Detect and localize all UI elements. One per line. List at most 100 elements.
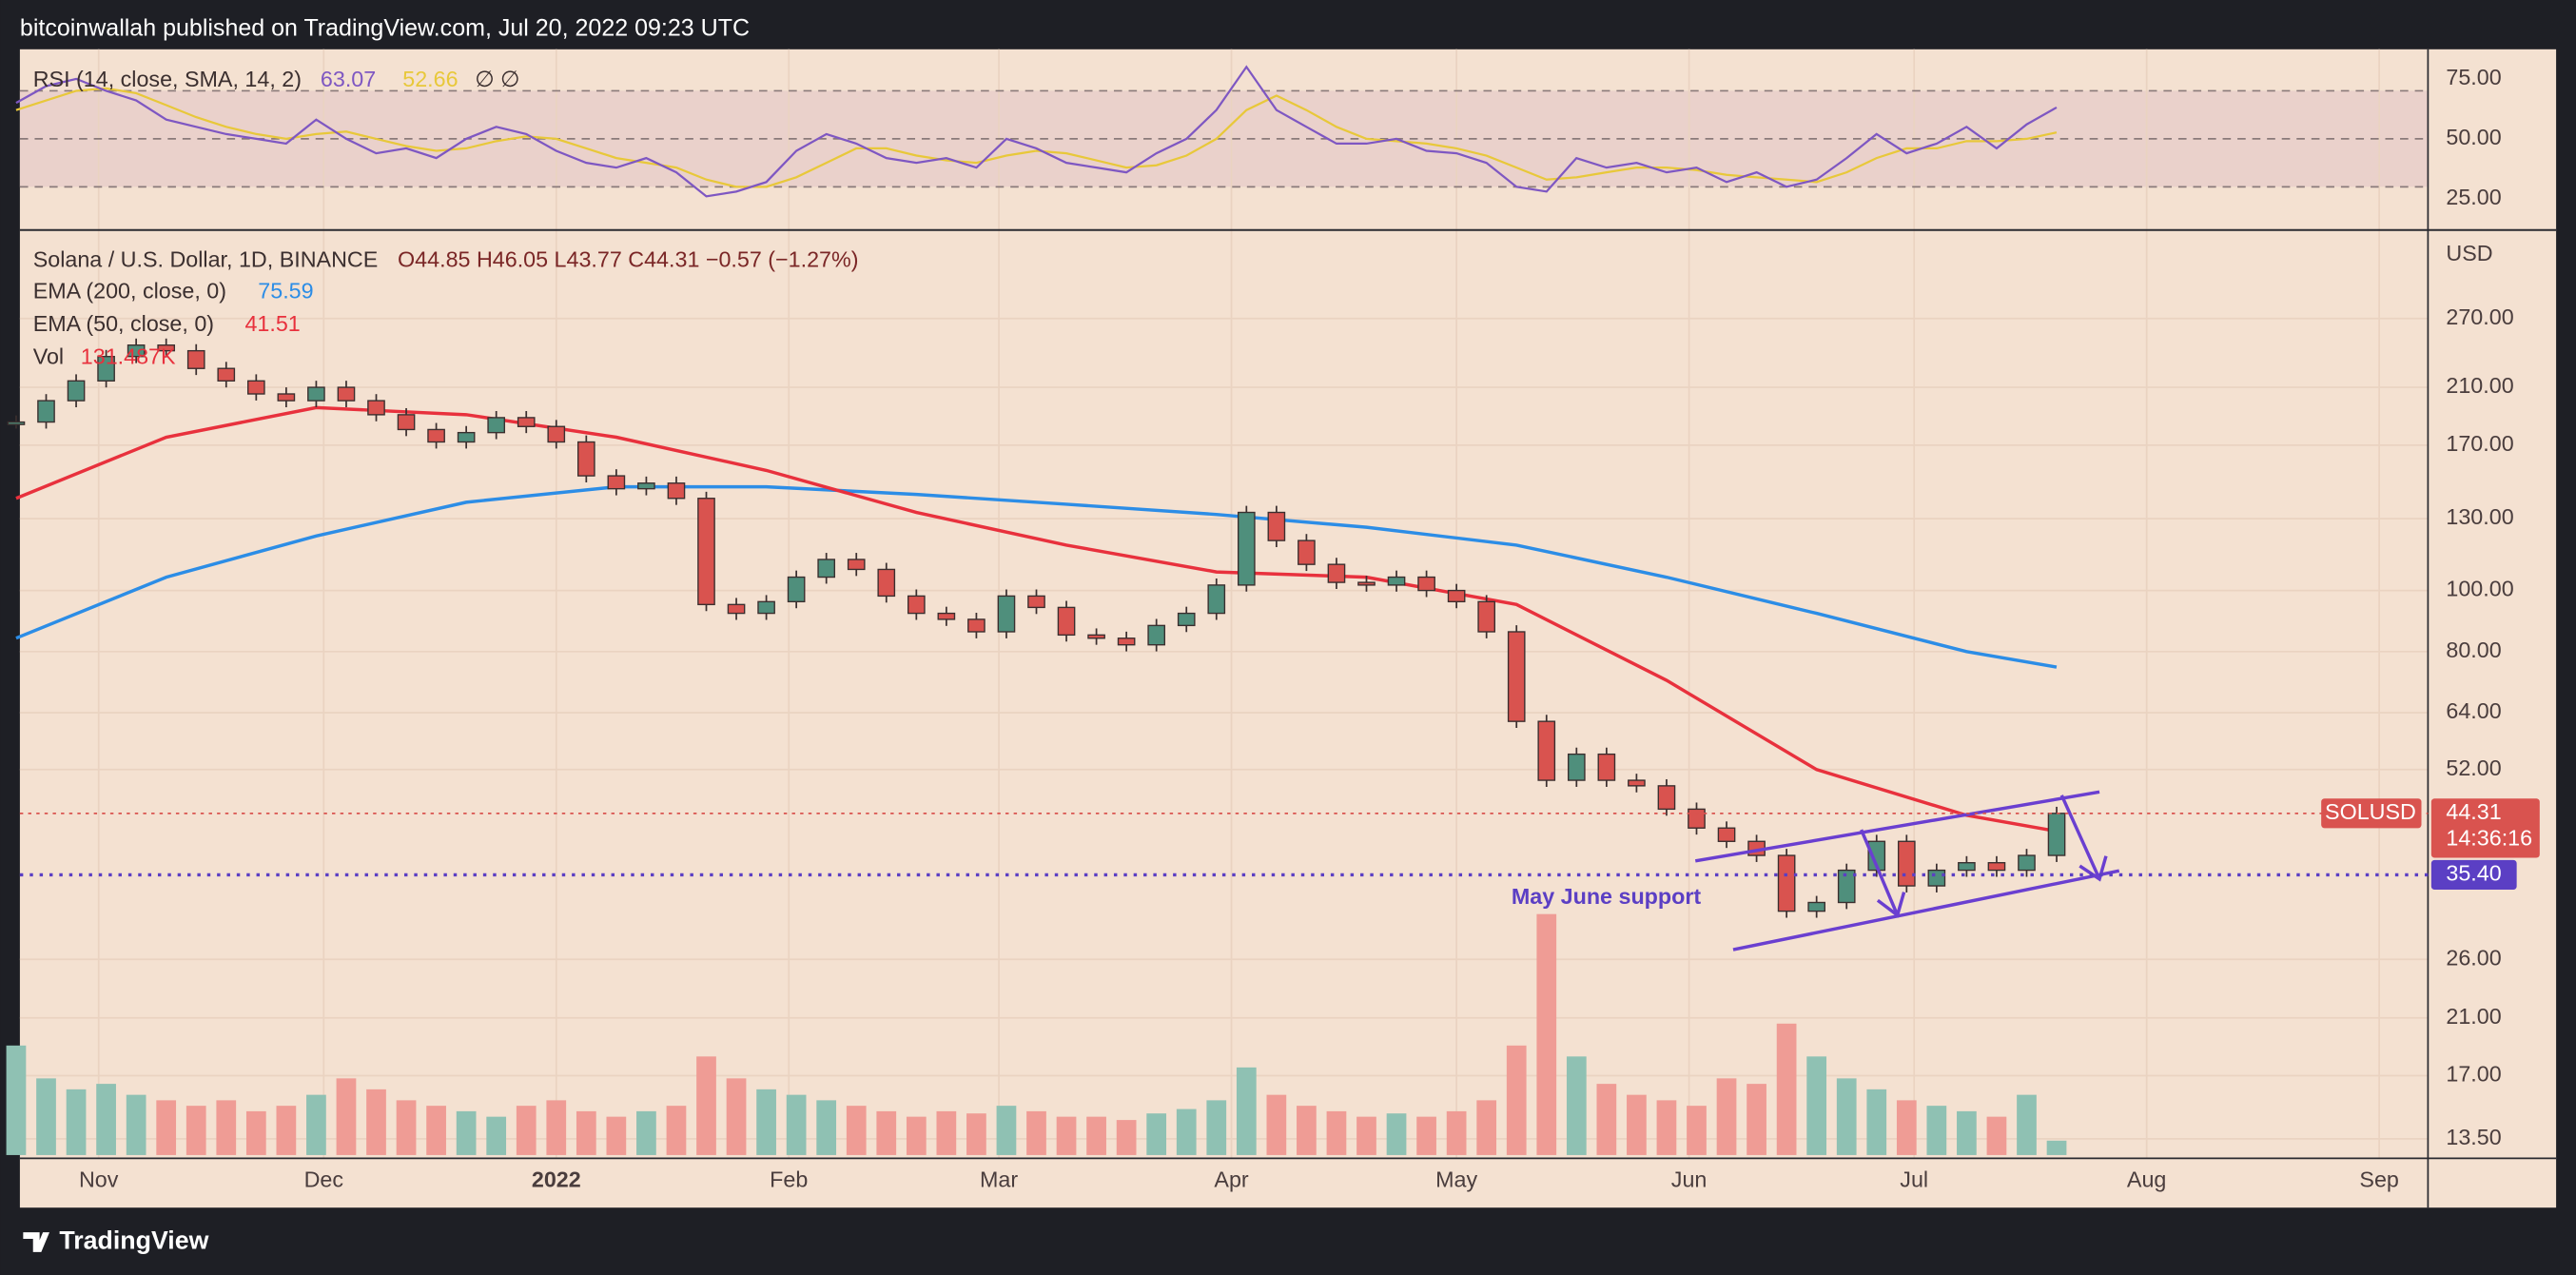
candle <box>1447 589 1466 603</box>
x-tick-label: May <box>1435 1167 1477 1192</box>
rsi-pane <box>15 65 2429 198</box>
volume-bar <box>486 1116 507 1155</box>
candle <box>847 559 866 571</box>
volume-bar <box>816 1100 837 1155</box>
volume-bar <box>185 1106 206 1155</box>
volume-bar <box>1926 1106 1947 1155</box>
candle <box>97 356 115 382</box>
candle <box>1177 612 1196 627</box>
channel-lower <box>1732 869 2120 951</box>
volume-bar <box>1806 1056 1827 1155</box>
volume-bar <box>336 1078 357 1155</box>
x-tick-label: Apr <box>1214 1167 1248 1192</box>
volume-bar <box>366 1089 386 1155</box>
candle <box>1897 840 1916 887</box>
volume-bar <box>606 1116 627 1155</box>
candle <box>307 386 325 402</box>
volume-bar <box>1986 1116 2007 1155</box>
candle <box>1298 539 1316 565</box>
y-tick-label: 170.00 <box>2446 431 2513 456</box>
volume-bar <box>96 1084 116 1155</box>
volume-bar <box>1146 1113 1167 1155</box>
candle <box>2018 854 2036 872</box>
y-tick-label: 64.00 <box>2446 698 2501 723</box>
support-label: 35.40 <box>2446 861 2501 886</box>
candle <box>1867 840 1886 872</box>
volume-bar <box>1656 1100 1677 1155</box>
x-tick-label: Jun <box>1671 1167 1708 1192</box>
candle <box>667 482 686 500</box>
volume-bar <box>1116 1120 1137 1155</box>
volume-bar <box>66 1089 87 1155</box>
candle <box>277 393 296 402</box>
symbol-tag <box>2321 798 2422 829</box>
candle <box>37 400 55 423</box>
volume-bar <box>1416 1116 1436 1155</box>
candle <box>1087 634 1105 639</box>
countdown: 14:36:16 <box>2446 826 2532 851</box>
x-tick-label: Sep <box>2359 1167 2398 1192</box>
candle <box>397 414 416 431</box>
volume-bar <box>1747 1084 1766 1155</box>
candle <box>637 482 655 490</box>
volume-bar <box>876 1110 897 1155</box>
ema-line <box>15 405 2058 834</box>
candle <box>1717 827 1736 842</box>
volume-bar <box>1236 1067 1257 1155</box>
volume-bar <box>996 1106 1017 1155</box>
candle <box>517 417 536 427</box>
candle <box>7 421 26 425</box>
candle <box>1688 808 1706 829</box>
candle <box>1057 606 1076 637</box>
volume-bar <box>666 1106 687 1155</box>
ema200-legend: EMA (200, close, 0) <box>33 279 226 304</box>
candles <box>7 338 2066 918</box>
rsi-tick-label: 50.00 <box>2446 125 2501 149</box>
y-tick-label: 17.00 <box>2446 1062 2501 1087</box>
candle <box>576 441 595 477</box>
volume-bar <box>756 1089 776 1155</box>
volume-bar <box>216 1100 237 1155</box>
volume-bar <box>1297 1106 1317 1155</box>
candle <box>1927 869 1946 887</box>
candle <box>1657 785 1676 811</box>
y-tick-label: 80.00 <box>2446 638 2501 662</box>
candle <box>1807 901 1825 912</box>
volume-bar <box>306 1094 326 1155</box>
candle <box>697 498 715 606</box>
last-price-tag <box>2430 798 2540 858</box>
ohlc-legend: O44.85 H46.05 L43.77 C44.31 −0.57 (−1.27… <box>398 247 858 272</box>
rsi-line <box>15 65 2058 198</box>
volume-bar <box>1687 1106 1707 1155</box>
last-price-label: 44.31 <box>2446 799 2501 824</box>
volume-bar <box>1386 1113 1407 1155</box>
volume-bar <box>516 1106 537 1155</box>
volume-bar <box>2046 1140 2067 1155</box>
volume-bar <box>126 1094 146 1155</box>
candle <box>1117 638 1136 646</box>
volume-bar <box>1776 1023 1797 1155</box>
volume-bar <box>1596 1084 1617 1155</box>
candle <box>247 380 265 395</box>
volume-bar <box>1446 1110 1467 1155</box>
x-tick-label: Dec <box>304 1167 344 1192</box>
candle <box>1357 581 1376 586</box>
vol-legend: Vol <box>33 344 64 369</box>
candle <box>1987 862 2006 872</box>
candle <box>186 349 205 369</box>
x-tick-label: Mar <box>980 1167 1018 1192</box>
y-tick-label: 210.00 <box>2446 373 2513 398</box>
support-tag <box>2430 859 2517 890</box>
candle <box>1207 584 1226 615</box>
candle <box>1837 869 1856 904</box>
arrow <box>1860 829 1906 918</box>
volume-bar <box>1866 1089 1887 1155</box>
ema50-value: 41.51 <box>244 311 300 336</box>
candle <box>217 367 236 382</box>
volume-bar <box>576 1110 596 1155</box>
candle <box>817 559 836 579</box>
y-tick-label: 21.00 <box>2446 1004 2501 1029</box>
volume-bar <box>786 1094 807 1155</box>
y-tick-label: 52.00 <box>2446 755 2501 780</box>
